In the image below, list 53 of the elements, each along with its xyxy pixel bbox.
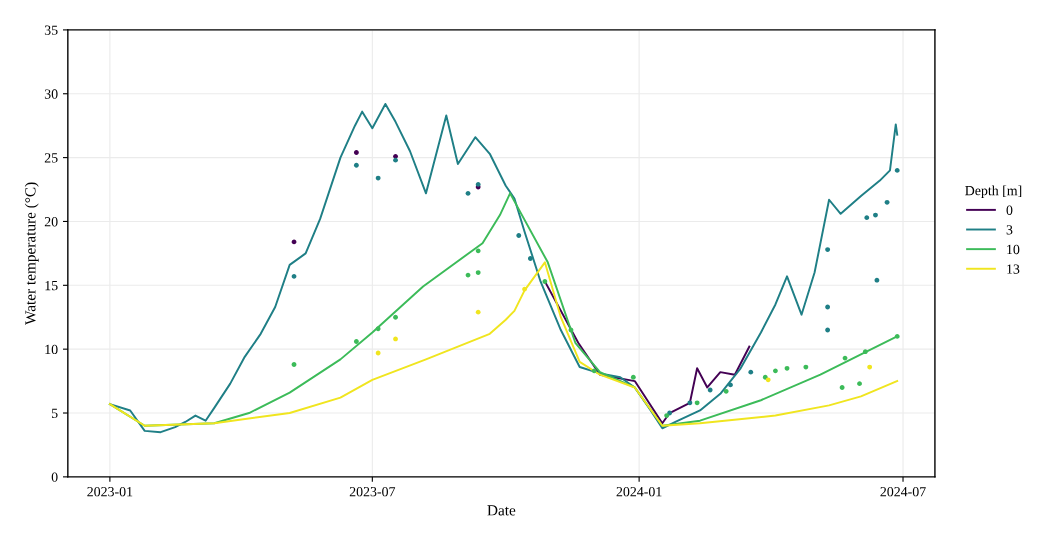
point [475, 309, 481, 315]
point [475, 248, 481, 254]
x-axis-title: Date [487, 505, 516, 516]
point [825, 247, 831, 252]
point [291, 273, 297, 279]
point [748, 369, 754, 375]
legend-label: 13 [1007, 264, 1020, 274]
y-tick-label: 30 [44, 89, 58, 99]
legend-label: 10 [1007, 244, 1020, 255]
point [884, 199, 890, 205]
point [353, 150, 359, 155]
y-tick-label: 15 [45, 280, 58, 291]
point [353, 162, 359, 168]
y-tick-label: 5 [51, 408, 58, 418]
point [353, 339, 359, 344]
y-axis-title: Water temperature (°C) [24, 182, 39, 325]
point [630, 374, 636, 380]
point [723, 388, 729, 394]
point [694, 400, 700, 406]
point [874, 277, 880, 283]
y-tick-label: 10 [45, 344, 58, 355]
point [784, 365, 790, 371]
point [773, 368, 778, 374]
point [839, 385, 845, 390]
x-tick-label: 2023-07 [349, 486, 396, 497]
point [522, 286, 527, 292]
y-tick-label: 25 [44, 153, 58, 163]
point [475, 270, 481, 275]
y-tick-label: 35 [44, 25, 58, 35]
legend-title: Depth [m] [965, 185, 1022, 199]
point [542, 279, 548, 284]
point [687, 400, 693, 406]
line-series [108, 261, 899, 427]
point [516, 233, 522, 238]
point [867, 364, 873, 370]
legend-label: 3 [1006, 225, 1013, 235]
point [894, 167, 900, 173]
point [393, 157, 398, 163]
y-tick-label: 0 [51, 472, 58, 482]
x-tick-label: 2023-01 [87, 486, 133, 497]
point [862, 349, 868, 355]
y-tick-label: 20 [44, 217, 58, 227]
point [894, 333, 900, 339]
x-tick-label: 2024-07 [880, 486, 926, 497]
point [375, 326, 381, 332]
point [393, 314, 398, 320]
point [591, 368, 597, 374]
point [864, 215, 870, 221]
x-tick-label: 2024-01 [616, 486, 662, 497]
line-series [543, 280, 751, 425]
point [527, 256, 533, 261]
legend-label: 0 [1006, 205, 1013, 215]
point [857, 381, 862, 387]
